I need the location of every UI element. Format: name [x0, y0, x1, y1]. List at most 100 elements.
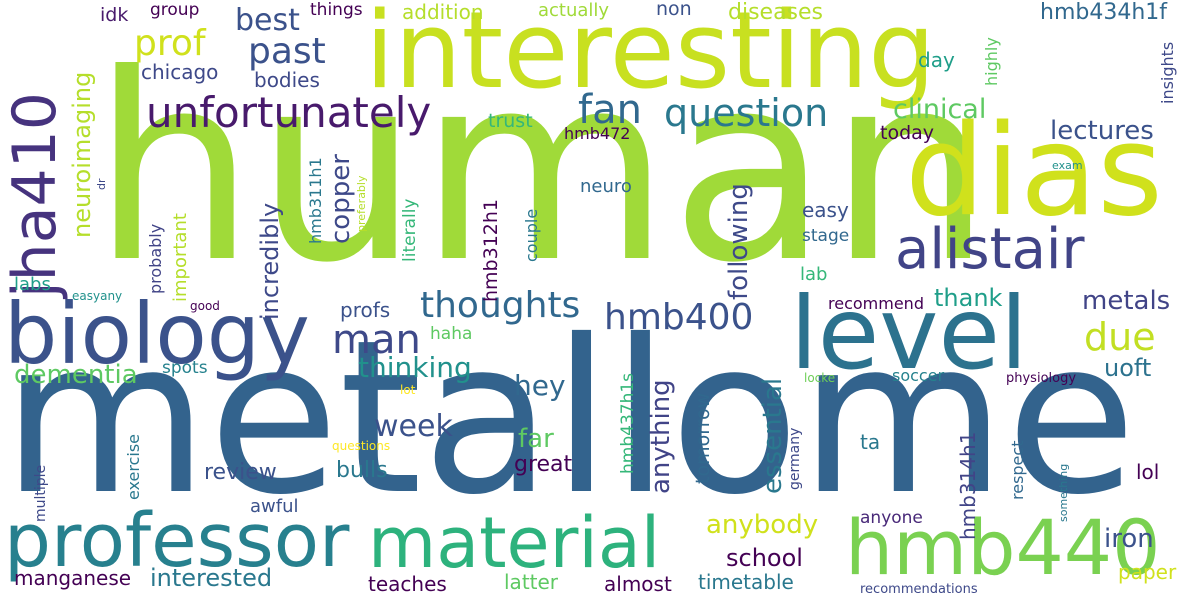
word-multiple: multiple: [33, 464, 49, 522]
word-anybody: anybody: [706, 510, 819, 540]
word-biology: biology: [4, 285, 310, 383]
word-locke: locke: [804, 371, 836, 385]
word-paper: paper: [1118, 560, 1177, 584]
word-easyany: easyany: [72, 289, 123, 303]
word-trust: trust: [488, 110, 533, 132]
word-almost: almost: [604, 572, 672, 596]
word-manganese: manganese: [14, 566, 132, 590]
word-questions: questions: [332, 439, 391, 453]
word-hmb437h1s: hmb437h1s: [618, 372, 638, 474]
word-probably: probably: [146, 223, 165, 294]
word-dementia: dementia: [14, 360, 138, 390]
word-timetable: timetable: [698, 570, 794, 594]
word-day: day: [918, 48, 955, 72]
word-non: non: [656, 0, 692, 20]
word-something: something: [1057, 463, 1070, 522]
word-tomorrow: tomorrow: [692, 392, 714, 484]
word-group: group: [150, 0, 200, 20]
word-following: following: [724, 183, 754, 300]
word-interested: interested: [150, 564, 273, 592]
word-addition: addition: [402, 0, 484, 24]
word-school: school: [726, 544, 803, 572]
word-today: today: [880, 122, 935, 144]
word-exam: exam: [1052, 159, 1083, 172]
word-good: good: [190, 299, 220, 313]
word-germany: germany: [787, 427, 803, 490]
word-preferably: preferably: [355, 175, 368, 232]
word-chicago: chicago: [141, 60, 219, 84]
word-neuroimaging: neuroimaging: [68, 71, 96, 238]
word-couple: couple: [522, 208, 541, 262]
word-great: great: [514, 452, 573, 477]
word-soccer: soccer: [892, 366, 945, 385]
word-lot: lot: [400, 383, 416, 397]
word-clinical: clinical: [893, 94, 987, 125]
word-dr: dr: [95, 178, 108, 190]
word-latter: latter: [504, 570, 559, 594]
word-lab: lab: [800, 264, 828, 285]
word-physiology: physiology: [1006, 371, 1077, 386]
word-iron: iron: [1104, 524, 1154, 554]
word-ta: ta: [860, 430, 881, 454]
word-material: material: [368, 502, 661, 584]
word-recommend: recommend: [828, 294, 924, 313]
word-hmb440: hmb440: [845, 503, 1161, 592]
word-metallome: metallome: [2, 294, 1137, 541]
word-highly: highly: [982, 37, 1001, 86]
word-man: man: [332, 317, 421, 363]
word-hmb472: hmb472: [564, 124, 631, 143]
word-unfortunately: unfortunately: [146, 88, 432, 137]
word-essential: essential: [758, 377, 788, 494]
word-diseases: diseases: [728, 0, 824, 25]
word-spots: spots: [162, 358, 208, 378]
word-prof: prof: [134, 23, 206, 64]
word-copper: copper: [326, 154, 356, 244]
word-far: far: [518, 424, 554, 454]
word-human: human: [92, 19, 992, 319]
word-insights: insights: [1158, 41, 1177, 104]
word-alistair: alistair: [895, 217, 1085, 282]
word-incredibly: incredibly: [256, 202, 284, 320]
word-haha: haha: [430, 324, 473, 344]
word-lectures: lectures: [1050, 116, 1154, 146]
word-professor: professor: [4, 498, 350, 584]
word-recommendations: recommendations: [860, 582, 978, 597]
word-awful: awful: [250, 496, 299, 517]
word-past: past: [248, 31, 326, 72]
word-exercise: exercise: [124, 433, 143, 500]
word-hmb311h1: hmb311h1: [306, 157, 325, 244]
word-week: week: [374, 409, 453, 444]
word-hey: hey: [514, 369, 566, 402]
word-jha410: jha410: [0, 92, 70, 298]
word-literally: literally: [400, 198, 420, 262]
word-actually: actually: [538, 0, 610, 21]
word-level: level: [790, 275, 1028, 392]
word-anyone: anyone: [860, 508, 923, 528]
word-dias: dias: [905, 97, 1163, 244]
word-stage: stage: [802, 226, 850, 246]
word-due: due: [1084, 315, 1156, 359]
word-hmb312h1: hmb312h1: [480, 198, 502, 302]
word-teaches: teaches: [368, 572, 447, 596]
word-things: things: [310, 0, 363, 20]
word-question: question: [664, 91, 829, 135]
word-neuro: neuro: [580, 176, 632, 197]
word-thank: thank: [934, 284, 1003, 312]
word-labs: labs: [14, 274, 51, 295]
word-hmb434h1f: hmb434h1f: [1040, 0, 1168, 25]
word-profs: profs: [340, 298, 391, 322]
word-thinking: thinking: [358, 351, 472, 384]
word-lol: lol: [1136, 460, 1160, 484]
word-metals: metals: [1082, 286, 1171, 316]
word-easy: easy: [802, 198, 849, 222]
word-best: best: [235, 3, 300, 38]
word-important: important: [170, 213, 191, 302]
word-uoft: uoft: [1104, 354, 1152, 382]
word-idk: idk: [100, 4, 129, 26]
word-bulls: bulls: [336, 458, 388, 483]
word-bodies: bodies: [254, 68, 320, 92]
word-interesting: interesting: [365, 0, 936, 112]
word-hmb314h1: hmb314h1: [956, 431, 980, 540]
word-hmb400: hmb400: [604, 297, 754, 338]
